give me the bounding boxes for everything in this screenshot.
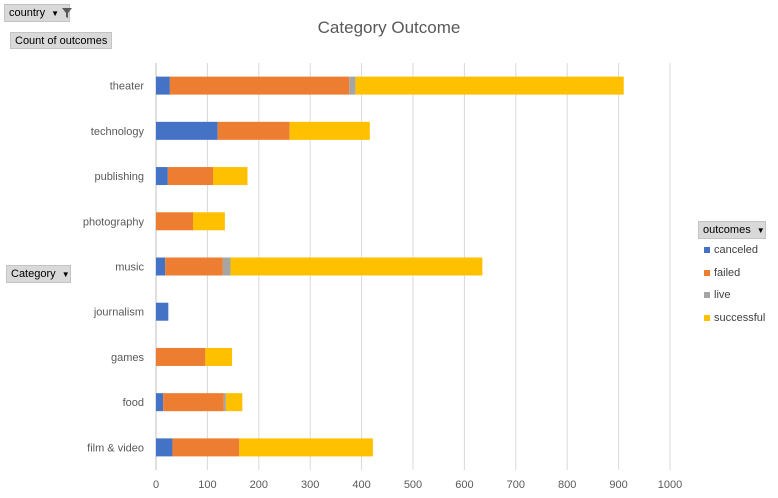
bar-segment-successful [225,393,243,412]
legend-item-failed: failed [704,266,740,280]
x-tick-label: 900 [609,479,627,491]
bar-segment-canceled [156,257,166,276]
bar-segment-failed [163,393,224,412]
bar-segment-successful [230,257,483,276]
legend-item-canceled: canceled [704,243,758,257]
bar-segment-canceled [156,302,169,321]
x-tick-label: 600 [455,479,473,491]
x-tick-label: 700 [507,479,525,491]
bar-segment-successful [239,438,373,457]
bar-segment-canceled [156,438,173,457]
bar-segment-canceled [156,76,170,95]
category-label: technology [91,126,145,138]
category-label: games [111,352,145,364]
legend-label: failed [714,266,741,279]
bar-segment-canceled [156,393,164,412]
bar-segment-successful [205,347,233,366]
bar-segment-canceled [156,167,168,186]
x-tick-label: 0 [153,479,159,491]
count-of-outcomes-label: Count of outcomes [15,35,108,47]
count-of-outcomes-field-button[interactable]: Count of outcomes [10,32,113,49]
legend-label: successful [714,311,766,324]
bar-segment-failed [156,347,206,366]
country-filter-button[interactable]: country ▼ [4,4,73,22]
legend-swatch [704,292,710,299]
category-label: journalism [93,307,144,319]
x-tick-label: 800 [558,479,576,491]
legend-item-live: live [704,288,731,302]
outcomes-field-label: outcomes [703,224,751,236]
dropdown-triangle-icon: ▼ [51,9,60,18]
bar-segment-successful [289,121,370,140]
country-filter-label: country [9,7,46,19]
category-field-button[interactable]: Category ▼ [6,265,71,283]
bar-segment-failed [156,212,194,231]
category-label: publishing [94,171,144,183]
x-tick-label: 400 [352,479,370,491]
x-tick-label: 100 [198,479,216,491]
funnel-filter-icon [62,8,73,19]
legend-label: live [714,289,731,301]
bar-segment-successful [213,167,248,186]
bar-segment-failed [169,76,350,95]
legend-item-successful: successful [704,311,765,325]
category-label: food [123,397,144,409]
x-tick-label: 200 [250,479,268,491]
bar-segment-live [222,257,231,276]
bar-segment-successful [355,76,624,95]
dropdown-triangle-icon: ▼ [756,226,765,235]
category-label: photography [83,216,145,228]
bar-segment-successful [193,212,225,231]
bar-segment-canceled [156,121,218,140]
legend-label: canceled [714,244,759,256]
outcomes-field-button[interactable]: outcomes ▼ [698,221,766,239]
bar-segment-failed [217,121,290,140]
bar-segment-failed [172,438,240,457]
category-label: theater [110,81,145,93]
category-label: music [115,262,144,274]
legend-swatch [704,314,710,321]
category-field-label: Category [11,268,56,280]
bar-segment-failed [167,167,214,186]
legend-swatch [704,247,710,254]
x-tick-label: 1000 [658,479,682,491]
bar-segment-live [223,393,226,412]
bar-segment-live [349,76,356,95]
legend-swatch [704,269,710,276]
bar-segment-failed [165,257,223,276]
chart-title: Category Outcome [317,18,461,37]
x-tick-label: 500 [404,479,422,491]
x-tick-label: 300 [301,479,319,491]
dropdown-triangle-icon: ▼ [61,270,70,279]
category-label: film & video [87,442,144,454]
